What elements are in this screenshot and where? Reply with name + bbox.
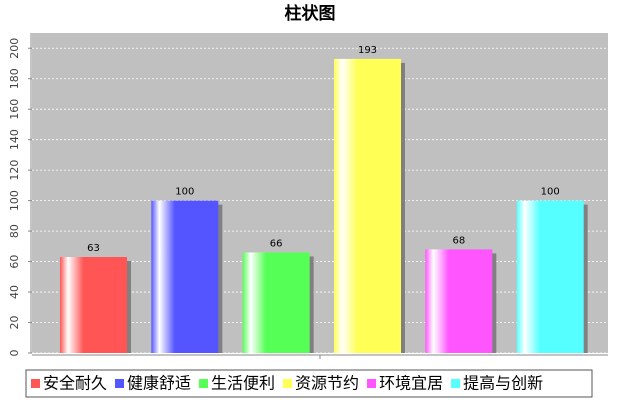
bar bbox=[334, 58, 401, 354]
y-tick-label: 140 bbox=[8, 129, 21, 150]
y-tick-label: 180 bbox=[8, 68, 21, 89]
legend-label: 安全耐久 bbox=[43, 374, 107, 393]
y-tick-label: 80 bbox=[8, 224, 21, 238]
legend-swatch bbox=[367, 379, 377, 388]
legend-swatch bbox=[283, 379, 293, 388]
value-label: 68 bbox=[452, 235, 465, 246]
value-label: 193 bbox=[358, 45, 377, 56]
bar bbox=[60, 257, 127, 353]
value-label: 66 bbox=[270, 238, 283, 249]
value-label: 63 bbox=[87, 243, 100, 254]
bar bbox=[242, 252, 310, 353]
bar bbox=[151, 200, 219, 353]
legend-label: 提高与创新 bbox=[463, 374, 543, 393]
chart-title: 柱状图 bbox=[285, 3, 336, 24]
y-tick-label: 160 bbox=[8, 99, 21, 120]
y-tick-label: 120 bbox=[8, 160, 21, 181]
legend-label: 资源节约 bbox=[295, 374, 359, 393]
legend-swatch bbox=[115, 379, 125, 388]
value-label: 100 bbox=[175, 187, 194, 198]
y-tick-label: 200 bbox=[8, 38, 21, 59]
bar bbox=[516, 200, 584, 353]
bar bbox=[425, 249, 493, 353]
legend-label: 生活便利 bbox=[211, 374, 275, 393]
y-tick-label: 100 bbox=[8, 190, 21, 211]
legend-label: 健康舒适 bbox=[127, 374, 191, 393]
y-tick-label: 0 bbox=[8, 350, 21, 357]
y-tick-label: 20 bbox=[8, 316, 21, 330]
legend-swatch bbox=[199, 379, 209, 388]
legend-label: 环境宜居 bbox=[379, 374, 443, 393]
legend-swatch bbox=[451, 379, 461, 388]
value-label: 100 bbox=[541, 187, 560, 198]
legend-swatch bbox=[31, 379, 40, 388]
y-tick-label: 40 bbox=[8, 285, 21, 299]
y-tick-label: 60 bbox=[8, 255, 21, 269]
